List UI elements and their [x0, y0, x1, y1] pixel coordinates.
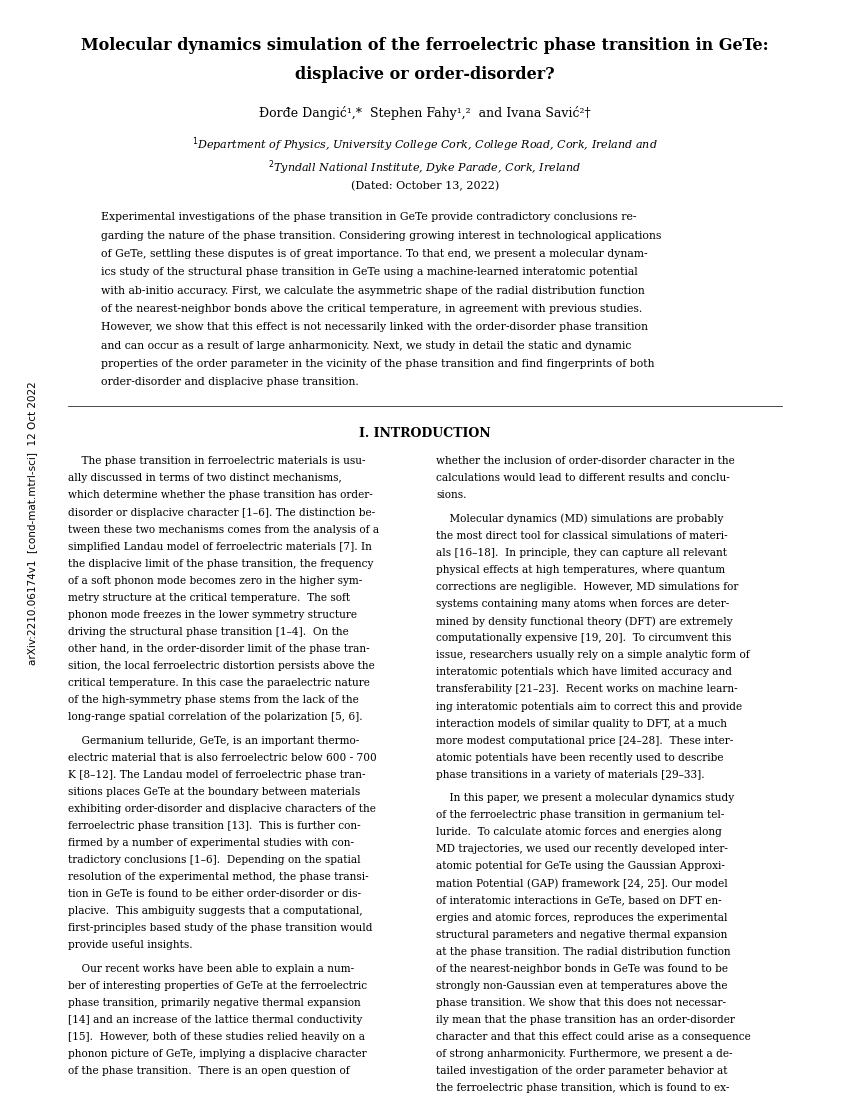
- Text: ally discussed in terms of two distinct mechanisms,: ally discussed in terms of two distinct …: [68, 473, 342, 483]
- Text: of strong anharmonicity. Furthermore, we present a de-: of strong anharmonicity. Furthermore, we…: [437, 1049, 733, 1059]
- Text: transferability [21–23].  Recent works on machine learn-: transferability [21–23]. Recent works on…: [437, 684, 738, 694]
- Text: structural parameters and negative thermal expansion: structural parameters and negative therm…: [437, 930, 728, 939]
- Text: ferroelectric phase transition [13].  This is further con-: ferroelectric phase transition [13]. Thi…: [68, 821, 360, 830]
- Text: issue, researchers usually rely on a simple analytic form of: issue, researchers usually rely on a sim…: [437, 650, 750, 660]
- Text: phonon picture of GeTe, implying a displacive character: phonon picture of GeTe, implying a displ…: [68, 1049, 366, 1059]
- Text: of interatomic interactions in GeTe, based on DFT en-: of interatomic interactions in GeTe, bas…: [437, 895, 722, 905]
- Text: of the phase transition.  There is an open question of: of the phase transition. There is an ope…: [68, 1066, 349, 1076]
- Text: tradictory conclusions [1–6].  Depending on the spatial: tradictory conclusions [1–6]. Depending …: [68, 855, 360, 865]
- Text: the displacive limit of the phase transition, the frequency: the displacive limit of the phase transi…: [68, 559, 373, 569]
- Text: Đorđe Dangić¹,*  Stephen Fahy¹,²  and Ivana Savić²†: Đorđe Dangić¹,* Stephen Fahy¹,² and Ivan…: [259, 106, 591, 120]
- Text: of the nearest-neighbor bonds in GeTe was found to be: of the nearest-neighbor bonds in GeTe wa…: [437, 964, 728, 974]
- Text: mation Potential (GAP) framework [24, 25]. Our model: mation Potential (GAP) framework [24, 25…: [437, 879, 728, 889]
- Text: Germanium telluride, GeTe, is an important thermo-: Germanium telluride, GeTe, is an importa…: [68, 736, 359, 746]
- Text: tailed investigation of the order parameter behavior at: tailed investigation of the order parame…: [437, 1066, 728, 1076]
- Text: driving the structural phase transition [1–4].  On the: driving the structural phase transition …: [68, 627, 348, 637]
- Text: tween these two mechanisms comes from the analysis of a: tween these two mechanisms comes from th…: [68, 525, 379, 535]
- Text: [15].  However, both of these studies relied heavily on a: [15]. However, both of these studies rel…: [68, 1032, 365, 1042]
- Text: the ferroelectric phase transition, which is found to ex-: the ferroelectric phase transition, whic…: [437, 1084, 730, 1093]
- Text: strongly non-Gaussian even at temperatures above the: strongly non-Gaussian even at temperatur…: [437, 981, 728, 991]
- Text: phonon mode freezes in the lower symmetry structure: phonon mode freezes in the lower symmetr…: [68, 609, 357, 620]
- Text: resolution of the experimental method, the phase transi-: resolution of the experimental method, t…: [68, 872, 368, 882]
- Text: which determine whether the phase transition has order-: which determine whether the phase transi…: [68, 491, 372, 501]
- Text: the most direct tool for classical simulations of materi-: the most direct tool for classical simul…: [437, 531, 728, 541]
- Text: of the ferroelectric phase transition in germanium tel-: of the ferroelectric phase transition in…: [437, 811, 725, 821]
- Text: displacive or order-disorder?: displacive or order-disorder?: [295, 66, 555, 82]
- Text: garding the nature of the phase transition. Considering growing interest in tech: garding the nature of the phase transiti…: [100, 231, 661, 241]
- Text: $^1$Department of Physics, University College Cork, College Road, Cork, Ireland : $^1$Department of Physics, University Co…: [192, 135, 658, 154]
- Text: I. INTRODUCTION: I. INTRODUCTION: [360, 427, 490, 440]
- Text: ily mean that the phase transition has an order-disorder: ily mean that the phase transition has a…: [437, 1015, 735, 1025]
- Text: of GeTe, settling these disputes is of great importance. To that end, we present: of GeTe, settling these disputes is of g…: [100, 249, 648, 260]
- Text: sitions places GeTe at the boundary between materials: sitions places GeTe at the boundary betw…: [68, 786, 360, 796]
- Text: at the phase transition. The radial distribution function: at the phase transition. The radial dist…: [437, 947, 731, 957]
- Text: Molecular dynamics (MD) simulations are probably: Molecular dynamics (MD) simulations are …: [437, 514, 724, 525]
- Text: exhibiting order-disorder and displacive characters of the: exhibiting order-disorder and displacive…: [68, 804, 376, 814]
- Text: and can occur as a result of large anharmonicity. Next, we study in detail the s: and can occur as a result of large anhar…: [100, 341, 631, 351]
- Text: phase transition. We show that this does not necessar-: phase transition. We show that this does…: [437, 998, 727, 1008]
- Text: [14] and an increase of the lattice thermal conductivity: [14] and an increase of the lattice ther…: [68, 1015, 362, 1025]
- Text: calculations would lead to different results and conclu-: calculations would lead to different res…: [437, 473, 730, 483]
- Text: However, we show that this effect is not necessarily linked with the order-disor: However, we show that this effect is not…: [100, 322, 648, 332]
- Text: phase transition, primarily negative thermal expansion: phase transition, primarily negative the…: [68, 998, 360, 1008]
- Text: firmed by a number of experimental studies with con-: firmed by a number of experimental studi…: [68, 838, 354, 848]
- Text: metry structure at the critical temperature.  The soft: metry structure at the critical temperat…: [68, 593, 350, 603]
- Text: of the high-symmetry phase stems from the lack of the: of the high-symmetry phase stems from th…: [68, 695, 359, 705]
- Text: long-range spatial correlation of the polarization [5, 6].: long-range spatial correlation of the po…: [68, 713, 362, 723]
- Text: Molecular dynamics simulation of the ferroelectric phase transition in GeTe:: Molecular dynamics simulation of the fer…: [82, 36, 768, 54]
- Text: tion in GeTe is found to be either order-disorder or dis-: tion in GeTe is found to be either order…: [68, 889, 360, 899]
- Text: phase transitions in a variety of materials [29–33].: phase transitions in a variety of materi…: [437, 770, 706, 780]
- Text: als [16–18].  In principle, they can capture all relevant: als [16–18]. In principle, they can capt…: [437, 548, 728, 558]
- Text: Experimental investigations of the phase transition in GeTe provide contradictor: Experimental investigations of the phase…: [100, 212, 636, 222]
- Text: other hand, in the order-disorder limit of the phase tran-: other hand, in the order-disorder limit …: [68, 644, 370, 654]
- Text: ics study of the structural phase transition in GeTe using a machine-learned int: ics study of the structural phase transi…: [100, 267, 638, 277]
- Text: of a soft phonon mode becomes zero in the higher sym-: of a soft phonon mode becomes zero in th…: [68, 575, 362, 586]
- Text: atomic potential for GeTe using the Gaussian Approxi-: atomic potential for GeTe using the Gaus…: [437, 861, 725, 871]
- Text: Our recent works have been able to explain a num-: Our recent works have been able to expla…: [68, 964, 354, 974]
- Text: atomic potentials have been recently used to describe: atomic potentials have been recently use…: [437, 752, 724, 762]
- Text: sition, the local ferroelectric distortion persists above the: sition, the local ferroelectric distorti…: [68, 661, 375, 671]
- Text: placive.  This ambiguity suggests that a computational,: placive. This ambiguity suggests that a …: [68, 906, 362, 916]
- Text: arXiv:2210.06174v1  [cond-mat.mtrl-sci]  12 Oct 2022: arXiv:2210.06174v1 [cond-mat.mtrl-sci] 1…: [27, 382, 37, 666]
- Text: ing interatomic potentials aim to correct this and provide: ing interatomic potentials aim to correc…: [437, 702, 743, 712]
- Text: computationally expensive [19, 20].  To circumvent this: computationally expensive [19, 20]. To c…: [437, 634, 732, 643]
- Text: corrections are negligible.  However, MD simulations for: corrections are negligible. However, MD …: [437, 582, 739, 592]
- Text: whether the inclusion of order-disorder character in the: whether the inclusion of order-disorder …: [437, 456, 735, 466]
- Text: properties of the order parameter in the vicinity of the phase transition and fi: properties of the order parameter in the…: [100, 359, 654, 369]
- Text: disorder or displacive character [1–6]. The distinction be-: disorder or displacive character [1–6]. …: [68, 507, 375, 518]
- Text: In this paper, we present a molecular dynamics study: In this paper, we present a molecular dy…: [437, 793, 734, 803]
- Text: simplified Landau model of ferroelectric materials [7]. In: simplified Landau model of ferroelectric…: [68, 541, 371, 552]
- Text: provide useful insights.: provide useful insights.: [68, 940, 192, 950]
- Text: MD trajectories, we used our recently developed inter-: MD trajectories, we used our recently de…: [437, 845, 728, 855]
- Text: critical temperature. In this case the paraelectric nature: critical temperature. In this case the p…: [68, 679, 370, 689]
- Text: ergies and atomic forces, reproduces the experimental: ergies and atomic forces, reproduces the…: [437, 913, 728, 923]
- Text: with ab-initio accuracy. First, we calculate the asymmetric shape of the radial : with ab-initio accuracy. First, we calcu…: [100, 286, 644, 296]
- Text: systems containing many atoms when forces are deter-: systems containing many atoms when force…: [437, 600, 730, 609]
- Text: physical effects at high temperatures, where quantum: physical effects at high temperatures, w…: [437, 565, 726, 575]
- Text: The phase transition in ferroelectric materials is usu-: The phase transition in ferroelectric ma…: [68, 456, 366, 466]
- Text: electric material that is also ferroelectric below 600 - 700: electric material that is also ferroelec…: [68, 752, 377, 762]
- Text: character and that this effect could arise as a consequence: character and that this effect could ari…: [437, 1032, 751, 1042]
- Text: luride.  To calculate atomic forces and energies along: luride. To calculate atomic forces and e…: [437, 827, 722, 837]
- Text: interatomic potentials which have limited accuracy and: interatomic potentials which have limite…: [437, 668, 733, 678]
- Text: (Dated: October 13, 2022): (Dated: October 13, 2022): [351, 182, 499, 191]
- Text: more modest computational price [24–28].  These inter-: more modest computational price [24–28].…: [437, 736, 734, 746]
- Text: $^2$Tyndall National Institute, Dyke Parade, Cork, Ireland: $^2$Tyndall National Institute, Dyke Par…: [269, 158, 581, 177]
- Text: sions.: sions.: [437, 491, 467, 501]
- Text: K [8–12]. The Landau model of ferroelectric phase tran-: K [8–12]. The Landau model of ferroelect…: [68, 770, 366, 780]
- Text: mined by density functional theory (DFT) are extremely: mined by density functional theory (DFT)…: [437, 616, 733, 627]
- Text: order-disorder and displacive phase transition.: order-disorder and displacive phase tran…: [100, 377, 359, 387]
- Text: ber of interesting properties of GeTe at the ferroelectric: ber of interesting properties of GeTe at…: [68, 981, 367, 991]
- Text: of the nearest-neighbor bonds above the critical temperature, in agreement with : of the nearest-neighbor bonds above the …: [100, 304, 642, 315]
- Text: interaction models of similar quality to DFT, at a much: interaction models of similar quality to…: [437, 718, 728, 728]
- Text: first-principles based study of the phase transition would: first-principles based study of the phas…: [68, 923, 372, 933]
